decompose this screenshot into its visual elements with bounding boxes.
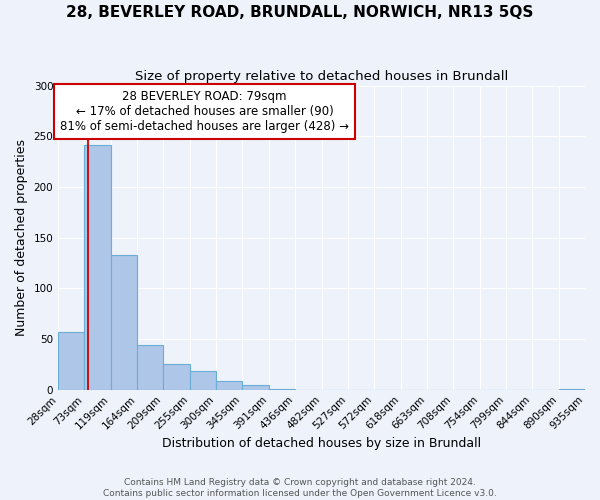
Text: 28, BEVERLEY ROAD, BRUNDALL, NORWICH, NR13 5QS: 28, BEVERLEY ROAD, BRUNDALL, NORWICH, NR…	[67, 5, 533, 20]
Bar	[216, 380, 242, 390]
Bar	[163, 364, 190, 390]
X-axis label: Distribution of detached houses by size in Brundall: Distribution of detached houses by size …	[162, 437, 481, 450]
Bar	[137, 345, 163, 390]
Text: 28 BEVERLEY ROAD: 79sqm
← 17% of detached houses are smaller (90)
81% of semi-de: 28 BEVERLEY ROAD: 79sqm ← 17% of detache…	[60, 90, 349, 132]
Title: Size of property relative to detached houses in Brundall: Size of property relative to detached ho…	[135, 70, 508, 83]
Bar	[269, 388, 295, 390]
Bar	[190, 372, 216, 390]
Bar	[559, 388, 585, 390]
Bar	[58, 332, 85, 390]
Bar	[111, 255, 137, 390]
Text: Contains HM Land Registry data © Crown copyright and database right 2024.
Contai: Contains HM Land Registry data © Crown c…	[103, 478, 497, 498]
Y-axis label: Number of detached properties: Number of detached properties	[15, 139, 28, 336]
Bar	[242, 384, 269, 390]
Bar	[85, 146, 111, 390]
